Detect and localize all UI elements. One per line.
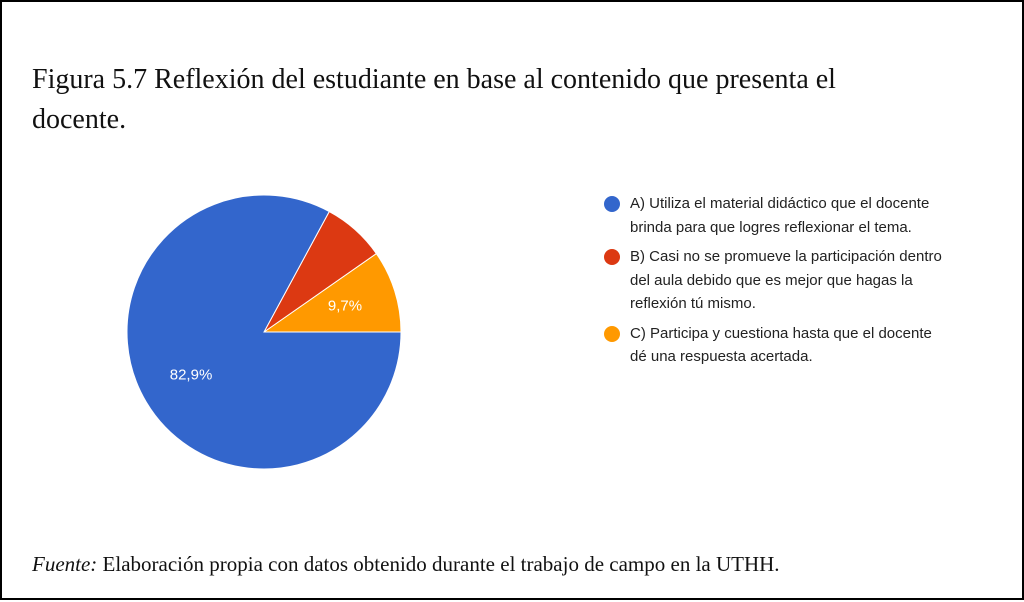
legend-label: C) Participa y cuestiona hasta que el do…	[630, 324, 932, 366]
slice-label: 9,7%	[328, 297, 362, 314]
legend-label: A) Utiliza el material didáctico que el …	[630, 195, 930, 236]
slice-label: 82,9%	[170, 366, 213, 383]
pie-slice	[126, 194, 402, 470]
source: Fuente: Elaboración propia con datos obt…	[32, 552, 780, 577]
legend-item: A) Utiliza el material didáctico que el …	[604, 192, 950, 239]
chart: 9,7% 82,9%	[126, 194, 402, 470]
legend-marker	[604, 325, 620, 342]
source-text: Elaboración propia con datos obtenido du…	[102, 552, 780, 576]
legend-item: B) Casi no se promueve la participación …	[604, 245, 950, 316]
legend-marker	[604, 249, 620, 265]
pie-slice	[262, 252, 402, 333]
source-label: Fuente:	[32, 552, 98, 576]
legend-marker	[604, 196, 620, 212]
legend: A) Utiliza el material didáctico que el …	[604, 192, 964, 375]
legend-label: B) Casi no se promueve la participación …	[630, 248, 942, 312]
legend-item: C) Participa y cuestiona hasta que el do…	[604, 322, 950, 369]
chart-title: Figura 5.7 Reflexión del estudiante en b…	[32, 64, 836, 135]
